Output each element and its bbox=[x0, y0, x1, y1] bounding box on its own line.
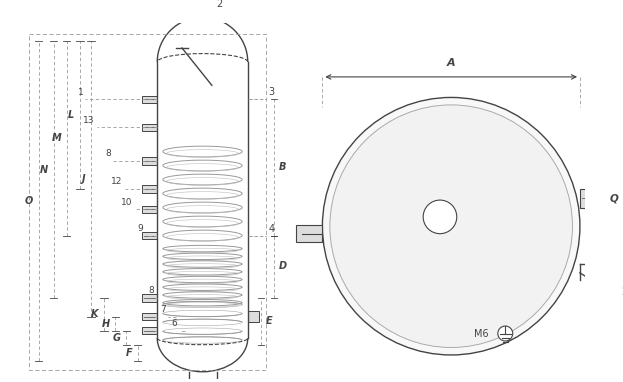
Text: 9: 9 bbox=[138, 224, 143, 233]
Bar bbox=[142, 206, 157, 213]
Text: E: E bbox=[265, 316, 272, 326]
Text: 12: 12 bbox=[112, 177, 123, 186]
Text: F: F bbox=[125, 348, 132, 358]
Text: M: M bbox=[52, 133, 61, 144]
Bar bbox=[142, 185, 157, 193]
Text: 4: 4 bbox=[269, 224, 274, 234]
Text: 10: 10 bbox=[121, 197, 132, 207]
Text: G: G bbox=[113, 333, 121, 343]
Bar bbox=[142, 313, 157, 320]
Text: L: L bbox=[68, 110, 74, 120]
Bar bbox=[297, 225, 323, 242]
Bar bbox=[142, 157, 157, 165]
Text: N: N bbox=[40, 165, 48, 175]
Text: 8: 8 bbox=[106, 149, 112, 158]
Bar bbox=[142, 294, 157, 302]
Bar bbox=[248, 311, 259, 322]
Circle shape bbox=[330, 105, 573, 348]
Text: 3: 3 bbox=[269, 87, 274, 97]
Text: K: K bbox=[91, 309, 98, 319]
Bar bbox=[142, 327, 157, 334]
Text: M6: M6 bbox=[474, 329, 488, 338]
Text: 7: 7 bbox=[160, 305, 166, 314]
Text: B: B bbox=[278, 162, 286, 172]
Circle shape bbox=[423, 200, 457, 234]
Text: O: O bbox=[25, 196, 33, 206]
Bar bbox=[142, 123, 157, 131]
Bar bbox=[142, 96, 157, 103]
Text: J: J bbox=[82, 174, 85, 184]
Text: H: H bbox=[102, 319, 110, 329]
Text: 6: 6 bbox=[171, 319, 177, 328]
Text: 8: 8 bbox=[149, 286, 155, 295]
Circle shape bbox=[498, 326, 513, 341]
Text: A: A bbox=[447, 58, 455, 68]
Text: 1: 1 bbox=[78, 87, 83, 97]
Circle shape bbox=[323, 97, 580, 355]
Bar bbox=[142, 232, 157, 239]
Text: 13: 13 bbox=[83, 115, 95, 125]
Text: Q: Q bbox=[610, 193, 619, 203]
Text: 2: 2 bbox=[621, 286, 623, 296]
Text: D: D bbox=[278, 261, 287, 271]
Bar bbox=[580, 189, 599, 207]
Text: 2: 2 bbox=[217, 0, 223, 8]
